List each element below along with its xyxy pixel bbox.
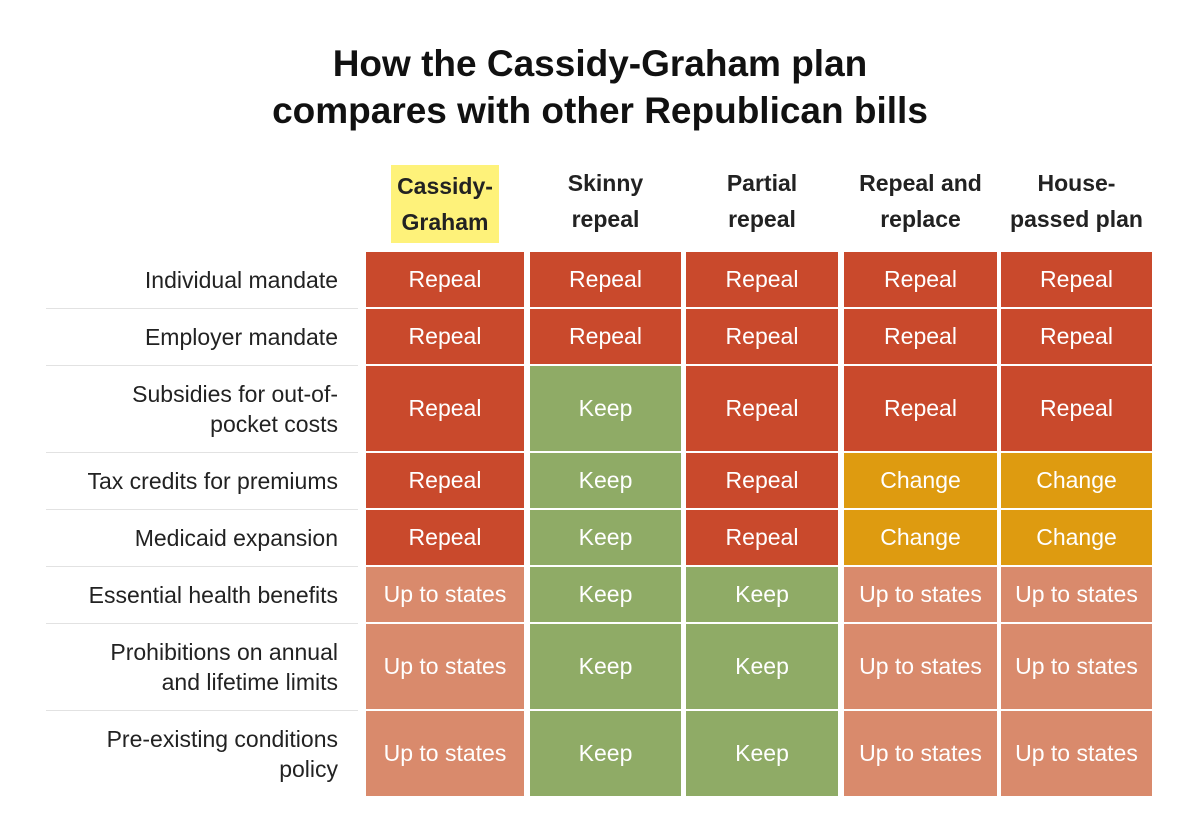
- table-cell-keep: Keep: [530, 624, 681, 709]
- row-label-line-1: Prohibitions on annual: [110, 638, 338, 665]
- table-cell-keep: Keep: [530, 453, 681, 508]
- chart-title-line-1: How the Cassidy-Graham plan: [332, 43, 868, 84]
- table-cell-repeal: Repeal: [366, 366, 524, 451]
- table-cell-repeal: Repeal: [366, 510, 524, 565]
- table-cell-up-to-states: Up to states: [366, 624, 524, 709]
- column-header-line-2: passed plan: [1010, 206, 1143, 232]
- table-cell-repeal: Repeal: [530, 252, 681, 307]
- row-label-5: Medicaid expansion: [46, 510, 358, 565]
- row-label-3: Subsidies for out-of-pocket costs: [46, 366, 358, 451]
- row-separator: [46, 308, 358, 309]
- table-cell-repeal: Repeal: [686, 366, 838, 451]
- table-cell-repeal: Repeal: [844, 252, 997, 307]
- column-header-line-1: Partial: [726, 170, 798, 196]
- table-cell-keep: Keep: [686, 711, 838, 796]
- table-cell-up-to-states: Up to states: [844, 567, 997, 622]
- table-cell-repeal: Repeal: [1001, 252, 1152, 307]
- row-label-6: Essential health benefits: [46, 567, 358, 622]
- row-separator: [46, 623, 358, 624]
- table-cell-keep: Keep: [530, 366, 681, 451]
- table-cell-repeal: Repeal: [1001, 309, 1152, 364]
- table-cell-repeal: Repeal: [366, 309, 524, 364]
- table-cell-change: Change: [1001, 510, 1152, 565]
- column-header-line-2: Graham: [401, 209, 489, 235]
- table-cell-repeal: Repeal: [366, 252, 524, 307]
- column-header-2: Skinny repeal: [530, 165, 681, 237]
- table-cell-repeal: Repeal: [686, 453, 838, 508]
- chart-title-line-2: compares with other Republican bills: [272, 90, 928, 131]
- table-cell-change: Change: [844, 453, 997, 508]
- row-label-line-1: Employer mandate: [144, 323, 338, 350]
- column-header-1: Cassidy- Graham: [366, 165, 524, 243]
- row-separator: [46, 566, 358, 567]
- table-cell-up-to-states: Up to states: [1001, 567, 1152, 622]
- row-label-line-1: Subsidies for out-of-: [132, 380, 338, 407]
- row-label-4: Tax credits for premiums: [46, 453, 358, 508]
- column-header-line-2: replace: [880, 206, 961, 232]
- table-cell-keep: Keep: [686, 567, 838, 622]
- table-cell-keep: Keep: [686, 624, 838, 709]
- column-header-5: House-passed plan: [1001, 165, 1152, 237]
- row-separator: [46, 452, 358, 453]
- column-header-line-2: repeal: [571, 206, 640, 232]
- column-header-line-2: repeal: [728, 206, 796, 232]
- column-header-line-1: Cassidy-: [397, 173, 493, 199]
- table-cell-keep: Keep: [530, 510, 681, 565]
- row-separator: [46, 710, 358, 711]
- table-cell-repeal: Repeal: [530, 309, 681, 364]
- row-label-line-1: Essential health benefits: [88, 581, 338, 608]
- chart-title: How the Cassidy-Graham plan compares wit…: [0, 40, 1200, 134]
- row-label-8: Pre-existing conditions policy: [46, 711, 358, 796]
- row-label-1: Individual mandate: [46, 252, 358, 307]
- row-label-line-1: Individual mandate: [144, 266, 338, 293]
- row-label-line-2: policy: [279, 755, 338, 782]
- row-label-line-2: pocket costs: [210, 410, 338, 437]
- column-header-line-1: Skinny: [567, 170, 644, 196]
- table-cell-keep: Keep: [530, 711, 681, 796]
- table-cell-change: Change: [844, 510, 997, 565]
- table-cell-repeal: Repeal: [844, 309, 997, 364]
- table-cell-change: Change: [1001, 453, 1152, 508]
- table-cell-repeal: Repeal: [686, 309, 838, 364]
- row-label-line-2: and lifetime limits: [161, 668, 338, 695]
- row-separator: [46, 509, 358, 510]
- row-separator: [46, 365, 358, 366]
- table-cell-repeal: Repeal: [686, 510, 838, 565]
- table-cell-up-to-states: Up to states: [366, 567, 524, 622]
- row-label-line-1: Pre-existing conditions: [106, 725, 338, 752]
- column-header-highlight: Cassidy- Graham: [391, 165, 499, 243]
- row-label-line-1: Tax credits for premiums: [87, 467, 338, 494]
- table-cell-repeal: Repeal: [844, 366, 997, 451]
- table-cell-up-to-states: Up to states: [1001, 624, 1152, 709]
- table-cell-up-to-states: Up to states: [366, 711, 524, 796]
- column-header-line-1: Repeal and: [859, 170, 982, 196]
- table-cell-up-to-states: Up to states: [1001, 711, 1152, 796]
- column-header-line-1: House-: [1037, 170, 1116, 196]
- row-label-7: Prohibitions on annual and lifetime limit…: [46, 624, 358, 709]
- table-cell-repeal: Repeal: [1001, 366, 1152, 451]
- table-cell-repeal: Repeal: [686, 252, 838, 307]
- column-header-3: Partial repeal: [686, 165, 838, 237]
- column-header-4: Repeal and replace: [844, 165, 997, 237]
- row-label-2: Employer mandate: [46, 309, 358, 364]
- table-cell-up-to-states: Up to states: [844, 624, 997, 709]
- table-cell-repeal: Repeal: [366, 453, 524, 508]
- row-label-line-1: Medicaid expansion: [134, 524, 338, 551]
- table-cell-keep: Keep: [530, 567, 681, 622]
- table-cell-up-to-states: Up to states: [844, 711, 997, 796]
